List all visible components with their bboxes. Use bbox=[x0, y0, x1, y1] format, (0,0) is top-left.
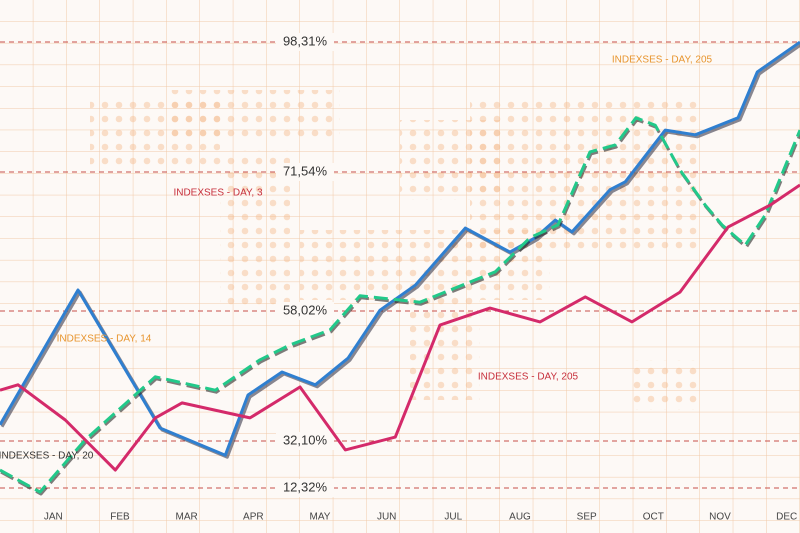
annotation: INDEXSES - DAY, 205 bbox=[612, 55, 713, 66]
level-label: 58,02% bbox=[283, 302, 328, 317]
x-tick-label: APR bbox=[243, 512, 264, 523]
level-label-bg bbox=[276, 479, 334, 497]
level-label: 32,10% bbox=[283, 432, 328, 447]
level-label: 98,31% bbox=[283, 33, 328, 48]
x-tick-label: JAN bbox=[44, 512, 63, 523]
x-tick-label: MAR bbox=[176, 512, 198, 523]
x-tick-label: OCT bbox=[643, 512, 664, 523]
reference-levels: 98,31% 71,54% 58,02% 32,10% 12,32% bbox=[0, 33, 800, 497]
level-label: 71,54% bbox=[283, 163, 328, 178]
series-lines bbox=[0, 40, 800, 494]
x-tick-label: FEB bbox=[110, 512, 130, 523]
x-tick-label: MAY bbox=[310, 512, 331, 523]
series-line bbox=[0, 40, 800, 457]
x-tick-label: JUN bbox=[377, 512, 396, 523]
annotation: INDEXSES - DAY, 3 bbox=[173, 188, 263, 199]
x-tick-label: DEC bbox=[776, 512, 797, 523]
x-tick-label: NOV bbox=[709, 512, 731, 523]
annotation: INDEXSES - DAY, 205 bbox=[478, 372, 579, 383]
x-tick-label: SEP bbox=[577, 512, 597, 523]
annotation: INDEXSES - DAY, 14 bbox=[57, 334, 152, 345]
level-label: 12,32% bbox=[283, 479, 328, 494]
level-label-bg bbox=[276, 302, 334, 320]
series-line bbox=[0, 116, 800, 494]
level-label-bg bbox=[276, 33, 334, 51]
x-tick-label: JUL bbox=[444, 512, 462, 523]
x-tick-label: AUG bbox=[509, 512, 531, 523]
annotation: INDEXSES - DAY, 20 bbox=[0, 451, 94, 462]
level-label-bg bbox=[276, 163, 334, 181]
series-line bbox=[0, 183, 800, 472]
level-label-bg bbox=[276, 432, 334, 450]
labels: JAN FEB MAR APR MAY JUN JUL AUG SEP OCT NOV DEC INDE… bbox=[0, 55, 797, 523]
